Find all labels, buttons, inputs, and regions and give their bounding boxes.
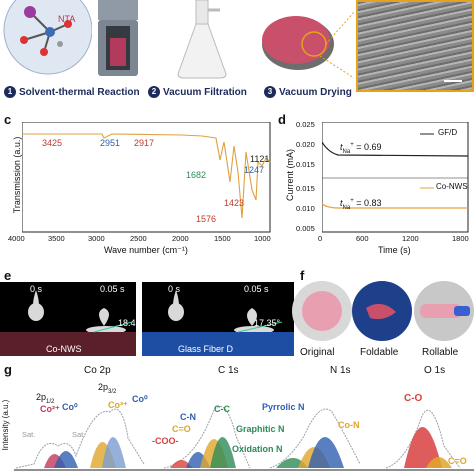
xps-co2p-plot bbox=[15, 408, 145, 469]
co0-label-1: Co⁰ bbox=[62, 402, 78, 412]
contact-angle-image-conws bbox=[0, 282, 136, 356]
current-xtick: 600 bbox=[356, 234, 369, 243]
gf-contact-angle: 17.35° bbox=[254, 318, 281, 328]
conws-contact-angle: 18.43° bbox=[118, 318, 145, 328]
c-ceo-label: C=O bbox=[172, 424, 191, 434]
step-1: 1 Solvent-thermal Reaction bbox=[4, 86, 140, 98]
ftir-spectrum-line bbox=[22, 133, 271, 219]
peak-1247: 1247 bbox=[244, 165, 265, 175]
label-foldable: Foldable bbox=[360, 347, 399, 358]
flexibility-photos bbox=[292, 281, 474, 341]
xps-spectra bbox=[14, 405, 474, 471]
gf-time-1: 0.05 s bbox=[244, 284, 269, 294]
ftir-xtick: 2500 bbox=[130, 234, 147, 243]
xps-c1s-plot bbox=[163, 405, 251, 469]
droplet-images-conws bbox=[0, 290, 136, 356]
o-ceo-label: C=O bbox=[448, 456, 467, 466]
current-ytick: 0.025 bbox=[296, 120, 315, 129]
o-co-label: C-O bbox=[404, 393, 423, 404]
transference-number-conws: tNa+ = 0.83 bbox=[340, 198, 382, 211]
xps-title-o1s: O 1s bbox=[424, 365, 446, 376]
droplet-images-glass-fiber bbox=[142, 288, 294, 356]
step-3: 3 Vacuum Drying bbox=[264, 86, 352, 98]
current-ytick: 0.005 bbox=[296, 224, 315, 233]
n-graphitic-label: Graphitic N bbox=[236, 424, 285, 434]
xps-title-co2p: Co 2p bbox=[84, 365, 111, 376]
peak-1423: 1423 bbox=[224, 198, 245, 208]
peak-1576: 1576 bbox=[196, 214, 217, 224]
n-oxidation-label: Oxidation N bbox=[232, 444, 283, 454]
current-ytick: 0.015 bbox=[296, 184, 315, 193]
current-xtick: 0 bbox=[318, 234, 323, 243]
conws-sample-label: Co-NWS bbox=[46, 344, 82, 354]
filtration-flask-icon bbox=[177, 0, 227, 79]
current-y-axis-label: Current (mA) bbox=[285, 149, 295, 202]
autoclave-icon bbox=[98, 0, 138, 76]
conws-current-line bbox=[322, 203, 468, 209]
ftir-xtick: 3000 bbox=[88, 234, 105, 243]
xps-o1s-plot bbox=[385, 409, 461, 469]
sat-label-1: Sat. bbox=[22, 430, 36, 439]
co-2p12-label: 2p1/2 bbox=[36, 392, 55, 405]
current-ytick: 0.020 bbox=[296, 140, 315, 149]
co2-label: Co²⁺ bbox=[40, 404, 60, 414]
c-cn-label: C-N bbox=[180, 412, 196, 422]
n-con-label: Co-N bbox=[338, 420, 360, 430]
molecule-illustration bbox=[3, 0, 92, 75]
ftir-xtick: 1500 bbox=[214, 234, 231, 243]
co-2p32-label: 2p3/2 bbox=[98, 382, 117, 395]
current-ytick: 0.010 bbox=[296, 204, 315, 213]
ftir-xtick: 3500 bbox=[48, 234, 65, 243]
peak-2917: 2917 bbox=[134, 138, 155, 148]
ftir-y-axis-label: Transmission (a.u.) bbox=[12, 136, 22, 214]
peak-1121: 1121 bbox=[250, 154, 270, 164]
current-xtick: 1200 bbox=[402, 234, 419, 243]
nta-label: NTA bbox=[58, 14, 76, 24]
ftir-chart bbox=[22, 122, 271, 233]
label-rollable: Rollable bbox=[422, 347, 459, 358]
current-ytick: 0.015 bbox=[296, 160, 315, 169]
c-coo-label: -COO- bbox=[152, 436, 179, 446]
co3-label: Co³⁺ bbox=[108, 400, 128, 410]
step-2: 2 Vacuum Filtration bbox=[148, 86, 247, 98]
sem-image bbox=[356, 0, 474, 92]
sat-label-2: Sat. bbox=[72, 430, 86, 439]
current-x-axis-label: Time (s) bbox=[378, 245, 411, 255]
c-cc-label: C-C bbox=[214, 404, 230, 414]
panel-letter-e: e bbox=[4, 268, 12, 283]
current-chart bbox=[322, 122, 469, 233]
contact-angle-image-glass-fiber bbox=[142, 282, 294, 356]
panel-letter-c: c bbox=[4, 112, 12, 127]
legend-conws: Co-NWS bbox=[436, 182, 468, 191]
xps-n1s-plot bbox=[269, 408, 361, 469]
current-xtick: 1800 bbox=[452, 234, 469, 243]
gfd-current-line bbox=[322, 141, 469, 157]
gf-time-0: 0 s bbox=[168, 284, 181, 294]
label-original: Original bbox=[300, 347, 335, 358]
co0-label-2: Co⁰ bbox=[132, 394, 148, 404]
conws-time-0: 0 s bbox=[30, 284, 43, 294]
xps-title-n1s: N 1s bbox=[330, 365, 351, 376]
transference-number-gfd: tNa+ = 0.69 bbox=[340, 142, 382, 155]
peak-1682: 1682 bbox=[186, 170, 207, 180]
peak-3425: 3425 bbox=[42, 138, 63, 148]
panel-letter-d: d bbox=[278, 112, 286, 127]
panel-letter-f: f bbox=[300, 268, 305, 283]
xps-y-axis-label: Intensity (a.u.) bbox=[1, 399, 10, 451]
n-pyrrolic-label: Pyrrolic N bbox=[262, 402, 305, 412]
gf-sample-label: Glass Fiber D bbox=[178, 344, 234, 354]
xps-title-c1s: C 1s bbox=[218, 365, 239, 376]
scale-bar bbox=[444, 80, 462, 82]
ftir-xtick: 4000 bbox=[8, 234, 25, 243]
ftir-xtick: 2000 bbox=[172, 234, 189, 243]
ftir-x-axis-label: Wave number (cm⁻¹) bbox=[104, 245, 188, 255]
panel-letter-g: g bbox=[4, 362, 12, 377]
membrane-illustration bbox=[262, 11, 354, 79]
peak-2951: 2951 bbox=[100, 138, 121, 148]
ftir-xtick: 1000 bbox=[254, 234, 271, 243]
conws-time-1: 0.05 s bbox=[100, 284, 125, 294]
legend-gfd: GF/D bbox=[438, 128, 458, 137]
